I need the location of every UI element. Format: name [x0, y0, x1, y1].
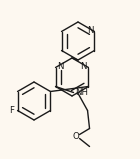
Text: NH: NH [75, 88, 88, 97]
Text: N: N [87, 26, 94, 35]
Text: O: O [72, 132, 79, 141]
Text: N: N [57, 62, 64, 71]
Text: N: N [80, 62, 87, 71]
Text: F: F [9, 106, 14, 115]
